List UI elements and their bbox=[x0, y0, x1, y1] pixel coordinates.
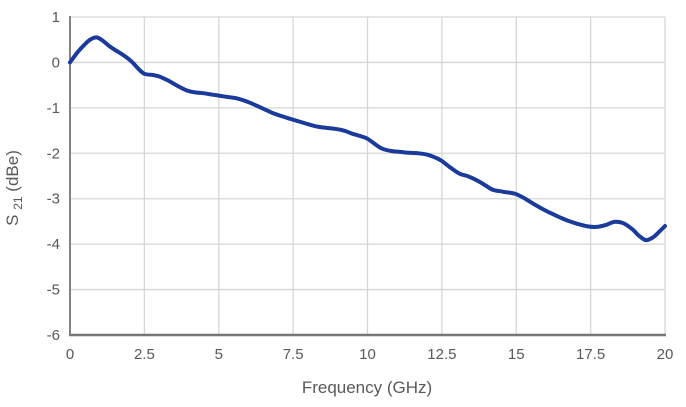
y-axis-title-subscript: 21 bbox=[11, 196, 25, 210]
series-trace bbox=[68, 35, 667, 243]
axis-lines bbox=[69, 16, 666, 337]
y-axis-title-base: S bbox=[3, 215, 22, 226]
y-tick-label--2: -2 bbox=[47, 145, 60, 162]
y-tick-label--3: -3 bbox=[47, 191, 60, 208]
y-tick-label-0: 0 bbox=[52, 54, 60, 71]
s21-trace bbox=[68, 35, 667, 243]
y-axis-title: S 21 (dBe) bbox=[3, 150, 26, 226]
x-tick-label-0: 0 bbox=[66, 346, 74, 363]
x-tick-label-12.5: 12.5 bbox=[427, 346, 456, 363]
x-tick-label-7.5: 7.5 bbox=[283, 346, 304, 363]
x-axis-title: Frequency (GHz) bbox=[302, 378, 432, 397]
x-tick-label-20: 20 bbox=[657, 346, 674, 363]
y-axis-title-units: (dBe) bbox=[3, 150, 22, 192]
x-tick-label-10: 10 bbox=[359, 346, 376, 363]
x-tick-label-5: 5 bbox=[215, 346, 223, 363]
y-tick-label-1: 1 bbox=[52, 9, 60, 26]
x-tick-label-2.5: 2.5 bbox=[134, 346, 155, 363]
y-tick-label--1: -1 bbox=[47, 100, 60, 117]
y-tick-label--5: -5 bbox=[47, 282, 60, 299]
x-axis-tick-labels: 0 2.5 5 7.5 10 12.5 15 17.5 20 bbox=[66, 346, 674, 363]
x-tick-label-15: 15 bbox=[508, 346, 525, 363]
gridlines bbox=[69, 16, 666, 336]
x-tick-label-17.5: 17.5 bbox=[576, 346, 605, 363]
y-axis-tick-labels: 1 0 -1 -2 -3 -4 -5 -6 bbox=[47, 9, 60, 344]
y-tick-label--4: -4 bbox=[47, 236, 60, 253]
y-tick-label--6: -6 bbox=[47, 327, 60, 344]
